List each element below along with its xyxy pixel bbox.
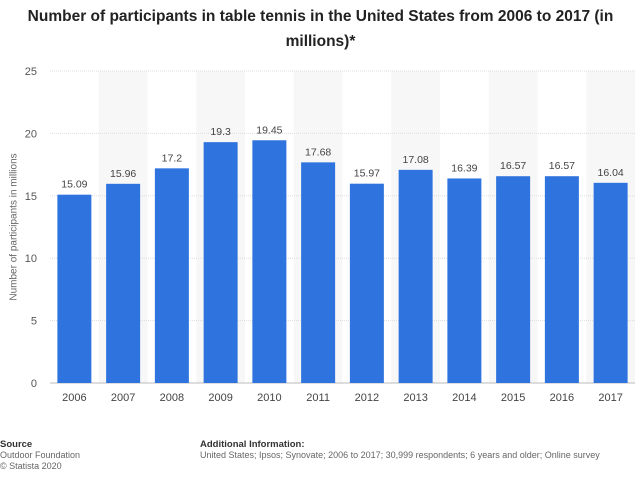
additional-info-heading: Additional Information: [200,439,305,450]
source-block: Source Outdoor Foundation © Statista 202… [0,439,80,472]
x-tick-label: 2016 [550,392,574,404]
value-label: 17.68 [305,146,331,158]
value-labels: 15.09 15.96 17.2 19.3 19.45 17.68 15.97 17.08 16… [61,124,624,190]
x-tick-label: 2017 [598,392,622,404]
value-label: 16.04 [597,167,623,179]
value-label: 16.57 [500,160,526,172]
x-tick-label: 2007 [111,392,135,404]
x-tick-label: 2009 [208,392,232,404]
x-axis-ticks: 2006 2007 2008 2009 2010 2011 2012 2013 2014 2015… [62,392,623,404]
x-tick-label: 2011 [306,392,330,404]
x-tick-label: 2010 [257,392,281,404]
value-label: 19.3 [210,126,231,138]
bar [252,140,287,383]
x-tick-label: 2008 [160,392,184,404]
additional-info-block: Additional Information: United States; I… [200,439,600,461]
value-label: 16.39 [451,162,477,174]
x-tick-label: 2013 [403,392,427,404]
bar [203,142,238,383]
value-label: 15.97 [354,168,380,180]
value-label: 15.09 [61,179,87,191]
bar [593,182,628,383]
value-label: 17.08 [402,154,428,166]
source-name: Outdoor Foundation [0,450,81,460]
y-tick-label: 20 [25,128,37,140]
value-label: 15.96 [110,168,136,180]
bar [447,178,482,383]
y-axis-label: Number of participants in millions [8,153,20,301]
y-tick-label: 25 [25,66,37,78]
bar [301,162,336,383]
y-tick-label: 5 [31,316,37,328]
value-label: 19.45 [256,124,282,136]
x-tick-label: 2015 [501,392,525,404]
y-tick-label: 15 [25,191,37,203]
x-tick-label: 2006 [62,392,86,404]
bar [154,168,189,383]
chart-title: Number of participants in table tennis i… [27,8,614,50]
bar [349,183,384,383]
bar [398,169,433,383]
bars [57,140,628,383]
y-tick-label: 10 [25,253,37,265]
bar [544,176,579,383]
bar [496,176,531,383]
x-tick-label: 2014 [452,392,476,404]
bar [106,183,141,383]
y-tick-label: 0 [31,378,37,390]
bar [57,194,92,383]
x-tick-label: 2012 [355,392,379,404]
copyright: © Statista 2020 [0,461,62,471]
source-heading: Source [0,439,33,450]
gridlines [50,70,635,384]
additional-info-text: United States; Ipsos; Synovate; 2006 to … [200,450,600,460]
value-label: 17.2 [162,152,183,164]
value-label: 16.57 [549,160,575,172]
y-axis-ticks: 0 5 10 15 20 25 [25,66,37,390]
